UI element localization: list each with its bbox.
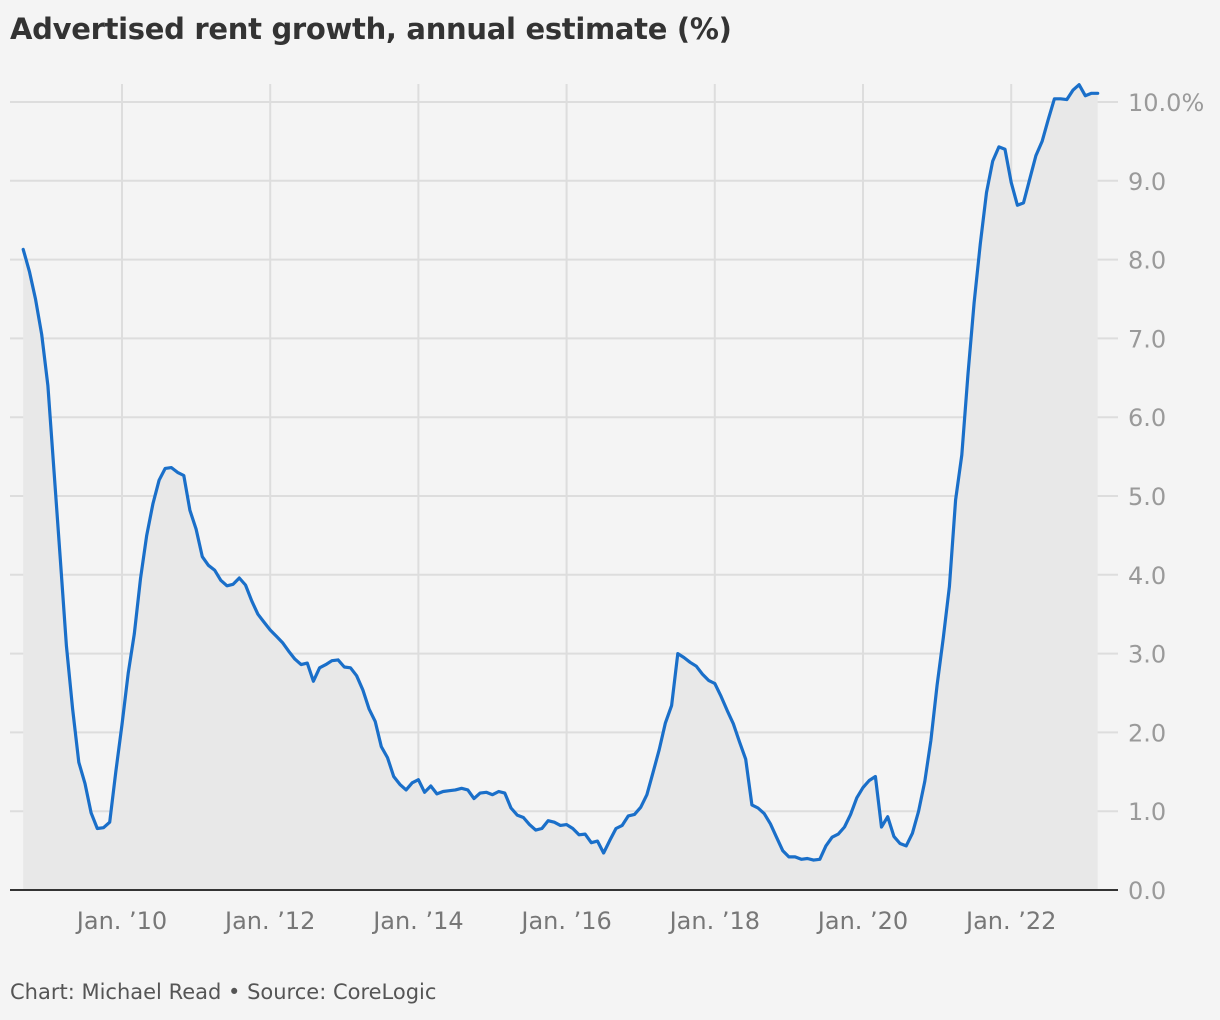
x-axis-tick-labels: Jan. ’10 Jan. ’12 Jan. ’14 Jan. ’16 Jan. ’18…: [75, 907, 1057, 935]
x-tick-label: Jan. ’10: [75, 907, 167, 935]
y-tick-label: 7.0: [1128, 325, 1166, 353]
y-tick-label: 2.0: [1128, 719, 1166, 747]
x-tick-label: Jan. ’16: [519, 907, 611, 935]
x-tick-label: Jan. ’20: [816, 907, 908, 935]
y-tick-label: 9.0: [1128, 168, 1166, 196]
y-tick-label: 4.0: [1128, 562, 1166, 590]
y-tick-label: 1.0: [1128, 798, 1166, 826]
y-tick-label: 6.0: [1128, 404, 1166, 432]
y-tick-label: 5.0: [1128, 483, 1166, 511]
x-tick-label: Jan. ’14: [371, 907, 463, 935]
y-tick-label: 3.0: [1128, 641, 1166, 669]
chart-footer: Chart: Michael Read • Source: CoreLogic: [10, 980, 437, 1004]
area-fill: [23, 84, 1098, 890]
y-tick-label: 8.0: [1128, 247, 1166, 275]
y-axis-tick-labels: 0.0 1.0 2.0 3.0 4.0 5.0 6.0 7.0 8.0 9.0 10.0%: [1128, 89, 1204, 905]
y-tick-label: 10.0%: [1128, 89, 1204, 117]
y-tick-label: 0.0: [1128, 877, 1166, 905]
x-tick-label: Jan. ’12: [223, 907, 315, 935]
rent-growth-line: [21, 83, 1100, 862]
chart-title: Advertised rent growth, annual estimate …: [10, 12, 732, 46]
x-tick-label: Jan. ’18: [668, 907, 760, 935]
x-tick-label: Jan. ’22: [964, 907, 1056, 935]
